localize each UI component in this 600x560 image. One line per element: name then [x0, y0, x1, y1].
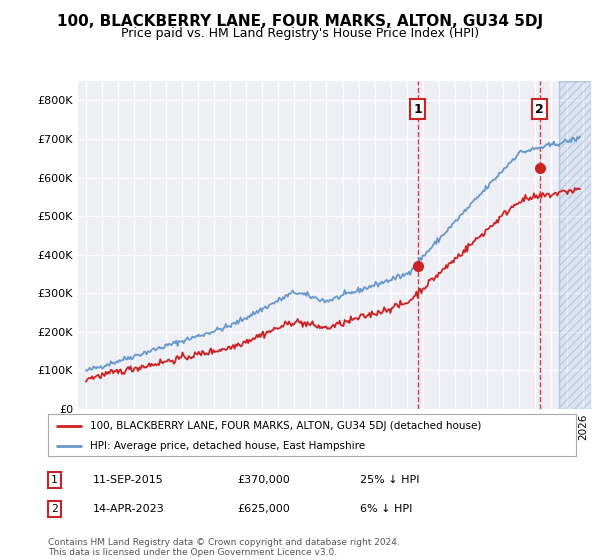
Text: 1: 1 [413, 102, 422, 115]
Text: 100, BLACKBERRY LANE, FOUR MARKS, ALTON, GU34 5DJ (detached house): 100, BLACKBERRY LANE, FOUR MARKS, ALTON,… [90, 421, 482, 431]
Text: HPI: Average price, detached house, East Hampshire: HPI: Average price, detached house, East… [90, 441, 365, 451]
Text: Contains HM Land Registry data © Crown copyright and database right 2024.
This d: Contains HM Land Registry data © Crown c… [48, 538, 400, 557]
Bar [559, 81, 591, 409]
Text: 2: 2 [535, 102, 544, 115]
Text: 25% ↓ HPI: 25% ↓ HPI [360, 475, 419, 485]
Text: £370,000: £370,000 [237, 475, 290, 485]
Text: 6% ↓ HPI: 6% ↓ HPI [360, 504, 412, 514]
Text: 2: 2 [51, 504, 58, 514]
Text: Price paid vs. HM Land Registry's House Price Index (HPI): Price paid vs. HM Land Registry's House … [121, 27, 479, 40]
Text: 100, BLACKBERRY LANE, FOUR MARKS, ALTON, GU34 5DJ: 100, BLACKBERRY LANE, FOUR MARKS, ALTON,… [57, 14, 543, 29]
Text: 11-SEP-2015: 11-SEP-2015 [93, 475, 164, 485]
Bar [559, 81, 591, 409]
Text: 14-APR-2023: 14-APR-2023 [93, 504, 165, 514]
Text: £625,000: £625,000 [237, 504, 290, 514]
Text: 1: 1 [51, 475, 58, 485]
